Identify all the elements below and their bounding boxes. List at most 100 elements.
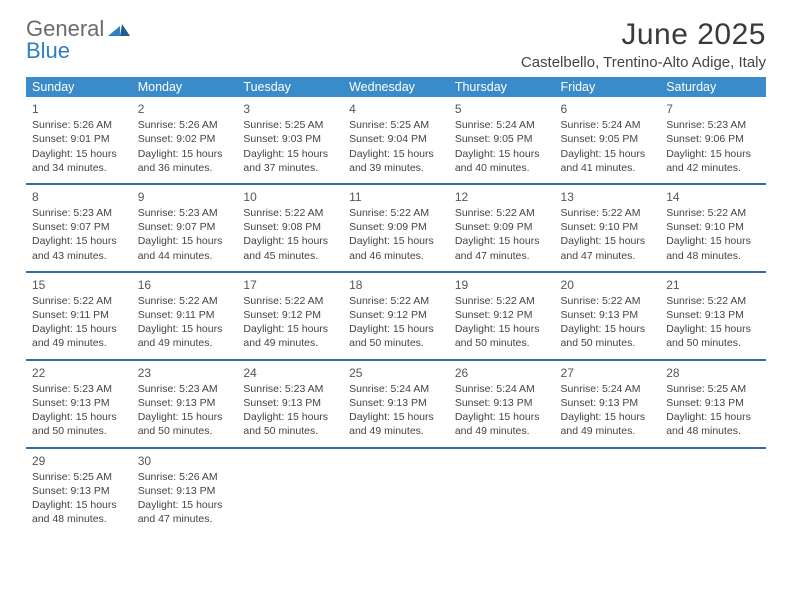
sunrise-text: Sunrise: 5:26 AM [32, 118, 126, 132]
daylight-text: and 34 minutes. [32, 161, 126, 175]
day-number: 2 [138, 101, 232, 117]
daylight-text: and 42 minutes. [666, 161, 760, 175]
daylight-text: Daylight: 15 hours [561, 410, 655, 424]
day-number: 29 [32, 453, 126, 469]
calendar-table: Sunday Monday Tuesday Wednesday Thursday… [26, 77, 766, 534]
sunset-text: Sunset: 9:13 PM [666, 396, 760, 410]
sunset-text: Sunset: 9:07 PM [32, 220, 126, 234]
sunrise-text: Sunrise: 5:22 AM [243, 206, 337, 220]
sunset-text: Sunset: 9:02 PM [138, 132, 232, 146]
day-number: 4 [349, 101, 443, 117]
day-cell [449, 449, 555, 535]
day-cell: 29Sunrise: 5:25 AMSunset: 9:13 PMDayligh… [26, 449, 132, 535]
week-row: 15Sunrise: 5:22 AMSunset: 9:11 PMDayligh… [26, 273, 766, 360]
daylight-text: and 47 minutes. [455, 249, 549, 263]
day-number: 27 [561, 365, 655, 381]
sunset-text: Sunset: 9:08 PM [243, 220, 337, 234]
day-number: 14 [666, 189, 760, 205]
daylight-text: and 36 minutes. [138, 161, 232, 175]
sunrise-text: Sunrise: 5:24 AM [455, 382, 549, 396]
brand-logo: General Blue [26, 18, 130, 62]
sunrise-text: Sunrise: 5:22 AM [455, 206, 549, 220]
sunset-text: Sunset: 9:13 PM [243, 396, 337, 410]
day-cell: 28Sunrise: 5:25 AMSunset: 9:13 PMDayligh… [660, 361, 766, 448]
daylight-text: Daylight: 15 hours [561, 322, 655, 336]
daylight-text: Daylight: 15 hours [455, 410, 549, 424]
day-cell: 8Sunrise: 5:23 AMSunset: 9:07 PMDaylight… [26, 185, 132, 272]
daylight-text: Daylight: 15 hours [455, 234, 549, 248]
daylight-text: and 49 minutes. [561, 424, 655, 438]
sunrise-text: Sunrise: 5:22 AM [561, 206, 655, 220]
day-cell: 18Sunrise: 5:22 AMSunset: 9:12 PMDayligh… [343, 273, 449, 360]
sunset-text: Sunset: 9:03 PM [243, 132, 337, 146]
daylight-text: and 49 minutes. [32, 336, 126, 350]
daylight-text: and 39 minutes. [349, 161, 443, 175]
daylight-text: and 50 minutes. [455, 336, 549, 350]
sunrise-text: Sunrise: 5:22 AM [455, 294, 549, 308]
daylight-text: and 49 minutes. [349, 424, 443, 438]
sunset-text: Sunset: 9:13 PM [32, 396, 126, 410]
day-cell [660, 449, 766, 535]
daylight-text: and 47 minutes. [561, 249, 655, 263]
sunrise-text: Sunrise: 5:25 AM [666, 382, 760, 396]
brand-name-a: General [26, 18, 104, 40]
sunrise-text: Sunrise: 5:23 AM [243, 382, 337, 396]
daylight-text: Daylight: 15 hours [32, 234, 126, 248]
daylight-text: and 46 minutes. [349, 249, 443, 263]
daylight-text: and 49 minutes. [455, 424, 549, 438]
day-number: 25 [349, 365, 443, 381]
daylight-text: Daylight: 15 hours [138, 234, 232, 248]
daylight-text: and 44 minutes. [138, 249, 232, 263]
daylight-text: Daylight: 15 hours [32, 147, 126, 161]
daylight-text: Daylight: 15 hours [243, 234, 337, 248]
day-number: 21 [666, 277, 760, 293]
day-cell: 5Sunrise: 5:24 AMSunset: 9:05 PMDaylight… [449, 97, 555, 184]
sunrise-text: Sunrise: 5:23 AM [138, 382, 232, 396]
dow-monday: Monday [132, 77, 238, 97]
daylight-text: Daylight: 15 hours [349, 147, 443, 161]
sunset-text: Sunset: 9:12 PM [455, 308, 549, 322]
daylight-text: Daylight: 15 hours [455, 322, 549, 336]
day-cell: 16Sunrise: 5:22 AMSunset: 9:11 PMDayligh… [132, 273, 238, 360]
sunset-text: Sunset: 9:07 PM [138, 220, 232, 234]
daylight-text: Daylight: 15 hours [32, 410, 126, 424]
day-cell: 22Sunrise: 5:23 AMSunset: 9:13 PMDayligh… [26, 361, 132, 448]
daylight-text: Daylight: 15 hours [32, 322, 126, 336]
daylight-text: and 48 minutes. [32, 512, 126, 526]
dow-header-row: Sunday Monday Tuesday Wednesday Thursday… [26, 77, 766, 97]
sunset-text: Sunset: 9:06 PM [666, 132, 760, 146]
sunset-text: Sunset: 9:13 PM [666, 308, 760, 322]
sunrise-text: Sunrise: 5:22 AM [349, 206, 443, 220]
sunset-text: Sunset: 9:09 PM [455, 220, 549, 234]
sunset-text: Sunset: 9:05 PM [455, 132, 549, 146]
sunrise-text: Sunrise: 5:22 AM [138, 294, 232, 308]
daylight-text: and 50 minutes. [138, 424, 232, 438]
week-row: 1Sunrise: 5:26 AMSunset: 9:01 PMDaylight… [26, 97, 766, 184]
day-cell: 3Sunrise: 5:25 AMSunset: 9:03 PMDaylight… [237, 97, 343, 184]
sunset-text: Sunset: 9:13 PM [138, 484, 232, 498]
dow-saturday: Saturday [660, 77, 766, 97]
daylight-text: and 50 minutes. [349, 336, 443, 350]
day-number: 1 [32, 101, 126, 117]
week-row: 22Sunrise: 5:23 AMSunset: 9:13 PMDayligh… [26, 361, 766, 448]
day-cell: 7Sunrise: 5:23 AMSunset: 9:06 PMDaylight… [660, 97, 766, 184]
day-number: 16 [138, 277, 232, 293]
sunrise-text: Sunrise: 5:25 AM [349, 118, 443, 132]
sunrise-text: Sunrise: 5:22 AM [349, 294, 443, 308]
sunrise-text: Sunrise: 5:26 AM [138, 118, 232, 132]
sunset-text: Sunset: 9:10 PM [561, 220, 655, 234]
day-number: 11 [349, 189, 443, 205]
sunrise-text: Sunrise: 5:24 AM [349, 382, 443, 396]
day-cell: 6Sunrise: 5:24 AMSunset: 9:05 PMDaylight… [555, 97, 661, 184]
day-cell: 10Sunrise: 5:22 AMSunset: 9:08 PMDayligh… [237, 185, 343, 272]
daylight-text: and 37 minutes. [243, 161, 337, 175]
day-number: 10 [243, 189, 337, 205]
day-cell: 1Sunrise: 5:26 AMSunset: 9:01 PMDaylight… [26, 97, 132, 184]
day-number: 3 [243, 101, 337, 117]
day-cell: 27Sunrise: 5:24 AMSunset: 9:13 PMDayligh… [555, 361, 661, 448]
day-number: 15 [32, 277, 126, 293]
day-cell: 30Sunrise: 5:26 AMSunset: 9:13 PMDayligh… [132, 449, 238, 535]
daylight-text: Daylight: 15 hours [138, 147, 232, 161]
day-number: 28 [666, 365, 760, 381]
sunrise-text: Sunrise: 5:24 AM [455, 118, 549, 132]
